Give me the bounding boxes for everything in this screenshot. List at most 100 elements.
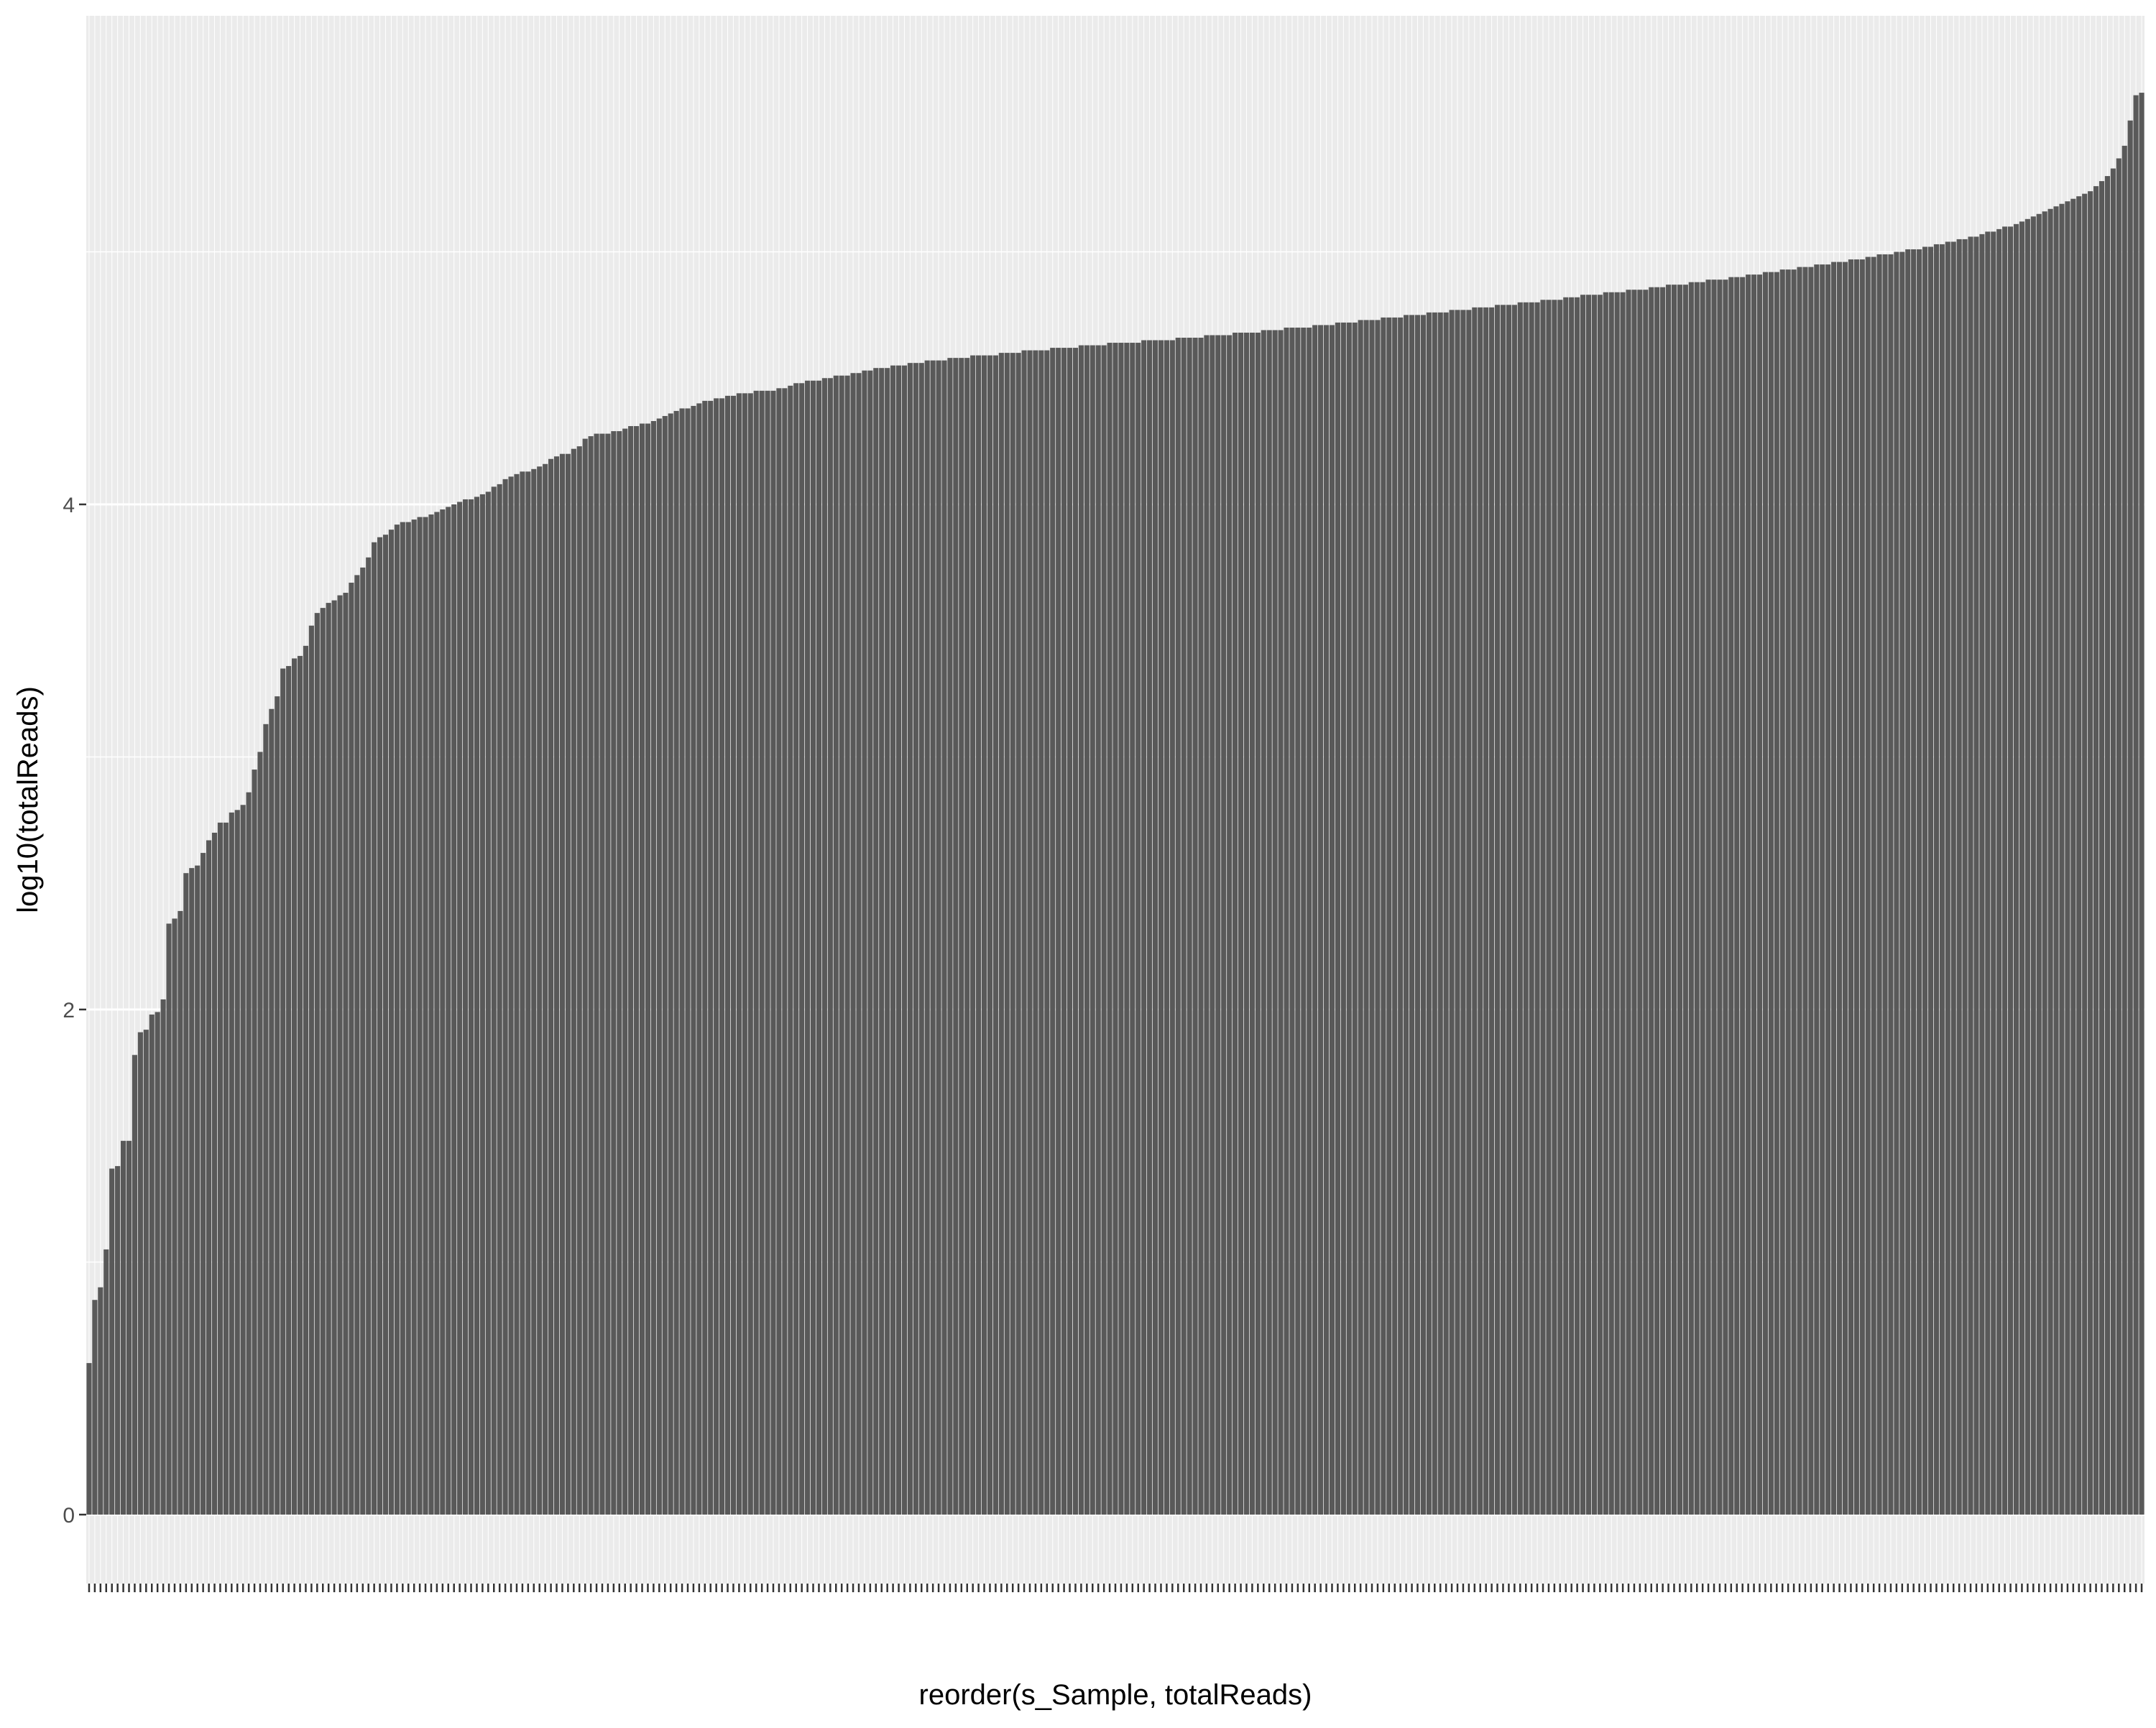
bar [1956,239,1962,1515]
bar [2024,218,2030,1515]
bar [531,468,537,1515]
bar [696,403,702,1515]
bar [1979,234,1985,1515]
bar [1768,272,1774,1515]
bar [166,923,172,1515]
bar [1363,320,1369,1515]
bar [605,433,611,1515]
bar [1112,343,1118,1515]
bar [1751,274,1757,1515]
bar [337,595,343,1515]
bar [2070,198,2076,1515]
bar [525,471,531,1515]
bar [611,431,617,1515]
bar [582,438,588,1515]
bar [252,770,257,1515]
bar [240,805,246,1515]
bar [1517,302,1523,1515]
x-axis-title: reorder(s_Sample, totalReads) [919,1679,1312,1711]
bar [1637,290,1643,1515]
bar [1152,340,1158,1515]
bar [1335,322,1340,1515]
bar [776,388,782,1515]
bar [1210,335,1215,1515]
bar [1307,327,1312,1515]
bar [981,355,987,1515]
bar [1061,348,1067,1515]
bar [673,410,679,1515]
bar [275,696,280,1515]
bar [189,868,195,1515]
bar [2099,181,2105,1515]
bar [1899,251,1905,1515]
bar [2042,211,2047,1515]
bar [132,1055,137,1515]
bar [394,525,400,1515]
bar [1181,338,1187,1515]
bar [2104,176,2110,1515]
bar [2082,193,2088,1515]
bar [1038,350,1044,1515]
bar [1346,322,1352,1515]
bar [992,355,998,1515]
bar [1660,287,1666,1515]
bar [1985,231,1991,1515]
bar [223,822,229,1515]
bar [1922,246,1928,1515]
bar [1933,244,1939,1515]
bar [1871,257,1876,1515]
bar [1740,277,1746,1515]
bar [1859,259,1865,1515]
bar [1575,297,1580,1515]
bar [1865,257,1871,1515]
bar [98,1287,103,1515]
bar [2053,206,2059,1515]
bar [1603,292,1608,1515]
bar [1774,272,1779,1515]
bar [685,408,691,1515]
bar [1460,310,1466,1515]
y-tick-label: 0 [63,1504,75,1528]
bar [1927,246,1934,1515]
bar [719,398,725,1515]
bar [155,1012,160,1515]
bar [428,514,434,1515]
bar [211,832,218,1515]
bar [1215,335,1221,1515]
bar [599,433,605,1515]
bar [856,373,862,1515]
bar [656,418,662,1515]
bar [366,557,372,1515]
bar [2139,93,2145,1515]
bar [1027,350,1033,1515]
bar [246,792,252,1515]
bar [1352,322,1358,1515]
bar [1067,348,1073,1515]
bar [1010,353,1015,1515]
bar [183,873,189,1515]
bar [1756,274,1763,1515]
bar [1597,295,1603,1515]
bar [1084,345,1089,1515]
bar [1455,310,1460,1515]
bar [1746,274,1751,1515]
bar [662,415,668,1515]
bar [1557,300,1563,1515]
bar [821,378,827,1515]
bar [553,456,560,1515]
bar [1358,320,1363,1515]
bar [885,368,890,1515]
bar [388,530,395,1515]
bar [976,355,982,1515]
bar [1631,290,1637,1515]
bar [109,1168,115,1515]
y-axis-title: log10(totalReads) [12,686,44,913]
bar [485,491,491,1515]
bar [816,380,822,1515]
bar [1785,269,1791,1515]
bar [2110,168,2116,1515]
bar [799,383,805,1515]
bar [1050,348,1056,1515]
bar [1608,292,1614,1515]
